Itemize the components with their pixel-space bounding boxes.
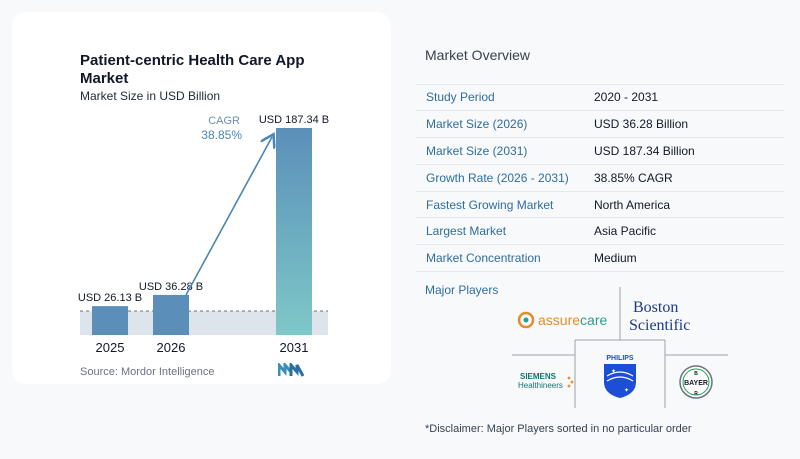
overview-row: Largest Market Asia Pacific [416, 218, 784, 246]
overview-row: Market Size (2031) USD 187.34 Billion [416, 138, 784, 165]
x-tick-2031: 2031 [280, 340, 309, 355]
mordor-logo-icon [278, 363, 304, 377]
source-text: Source: Mordor Intelligence [80, 366, 215, 378]
overview-title: Market Overview [425, 47, 531, 63]
overview-row: Market Concentration Medium [416, 245, 784, 273]
bar-2025 [92, 306, 128, 335]
data-label-2031: USD 187.34 B [259, 114, 329, 126]
overview-row: Market Size (2026) USD 36.28 Billion [416, 111, 784, 138]
data-label-2025: USD 26.13 B [78, 292, 142, 304]
overview-table: Study Period 2020 - 2031 Market Size (20… [416, 84, 784, 273]
overview-value: USD 36.28 Billion [594, 116, 689, 131]
chart-title: Patient-centric Health Care App Market [80, 52, 305, 87]
overview-value: 2020 - 2031 [594, 90, 659, 105]
overview-label: Market Size (2031) [426, 143, 528, 158]
x-tick-2025: 2025 [96, 340, 125, 355]
overview-label: Study Period [426, 90, 495, 105]
cagr-label: CAGR [208, 115, 240, 127]
overview-value: Medium [594, 251, 637, 266]
overview-row: Fastest Growing Market North America [416, 192, 784, 219]
bar-2031 [276, 128, 312, 335]
overview-row: Growth Rate (2026 - 2031) 38.85% CAGR [416, 165, 784, 192]
overview-value: USD 187.34 Billion [594, 143, 695, 158]
disclaimer-text: *Disclaimer: Major Players sorted in no … [425, 423, 692, 435]
overview-label: Fastest Growing Market [426, 197, 554, 212]
overview-label: Largest Market [426, 224, 507, 239]
chart-subtitle: Market Size in USD Billion [80, 89, 221, 103]
overview-value: North America [594, 197, 671, 212]
data-label-2026: USD 36.28 B [139, 281, 203, 293]
overview-label: Growth Rate (2026 - 2031) [426, 170, 569, 185]
major-players-title: Major Players [425, 283, 499, 297]
overview-label: Market Size (2026) [426, 116, 528, 131]
bar-2026 [153, 294, 189, 335]
overview-value: 38.85% CAGR [594, 170, 673, 185]
overview-label: Market Concentration [426, 251, 541, 266]
overview-value: Asia Pacific [594, 224, 657, 239]
overview-row: Study Period 2020 - 2031 [416, 84, 784, 111]
bar-chart: USD 26.13 B 2025 USD 36.28 B 2026 USD 187.34… [78, 114, 329, 355]
cagr-value: 38.85% [201, 128, 242, 142]
cagr-arrow [185, 137, 272, 296]
x-tick-2026: 2026 [157, 340, 186, 355]
